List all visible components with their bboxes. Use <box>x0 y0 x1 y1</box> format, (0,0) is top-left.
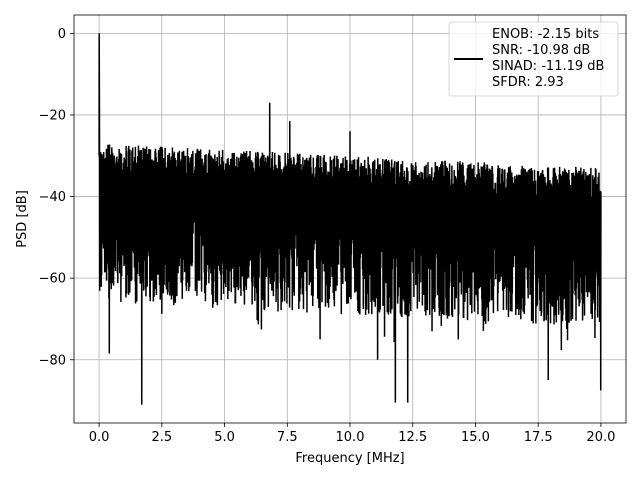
y-tick-label: −80 <box>39 353 66 368</box>
y-tick-label: −60 <box>39 272 66 287</box>
plot-data <box>98 33 602 405</box>
x-tick-label: 5.0 <box>214 430 235 445</box>
x-tick-label: 0.0 <box>89 430 110 445</box>
psd-series-line <box>98 33 602 405</box>
x-tick-label: 20.0 <box>586 430 615 445</box>
legend-sfdr: SFDR: 2.93 <box>492 75 564 90</box>
x-tick-label: 15.0 <box>461 430 490 445</box>
x-axis-label: Frequency [MHz] <box>295 451 404 466</box>
y-tick-label: −40 <box>39 190 66 205</box>
y-axis-label: PSD [dB] <box>15 190 30 248</box>
x-tick-label: 2.5 <box>151 430 172 445</box>
x-axis-ticks: 0.0 2.5 5.0 7.5 10.0 12.5 15.0 17.5 20.0 <box>89 423 615 445</box>
x-tick-label: 10.0 <box>336 430 365 445</box>
y-axis-ticks: 0 −20 −40 −60 −80 <box>39 27 74 368</box>
y-tick-label: −20 <box>39 108 66 123</box>
x-tick-label: 7.5 <box>277 430 298 445</box>
y-tick-label: 0 <box>58 27 66 42</box>
legend-snr: SNR: -10.98 dB <box>492 43 590 58</box>
x-tick-label: 17.5 <box>524 430 553 445</box>
legend-box <box>448 21 619 97</box>
legend-enob: ENOB: -2.15 bits <box>492 27 599 42</box>
x-tick-label: 12.5 <box>398 430 427 445</box>
legend-sinad: SINAD: -11.19 dB <box>492 59 604 74</box>
legend: ENOB: -2.15 bits SNR: -10.98 dB SINAD: -… <box>448 21 619 97</box>
